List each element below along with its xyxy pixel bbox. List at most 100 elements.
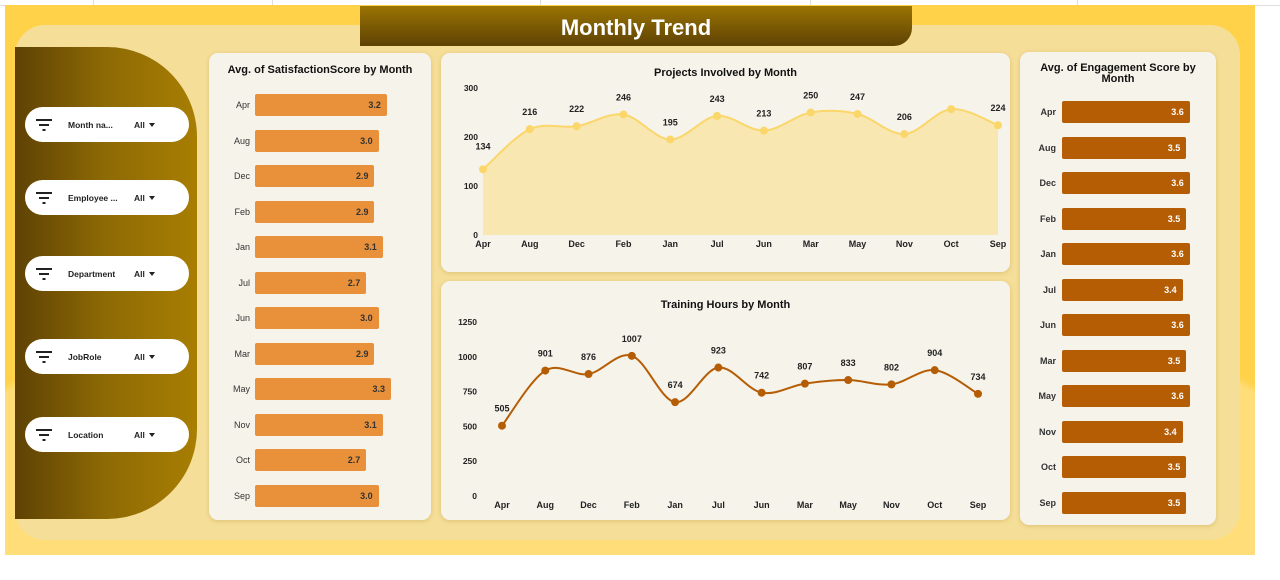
bar[interactable]: 3.2 xyxy=(255,94,387,116)
data-label: 3.5 xyxy=(1167,213,1181,224)
data-point[interactable] xyxy=(800,379,809,388)
data-point[interactable] xyxy=(498,421,506,430)
bar-row: Oct xyxy=(1020,456,1056,478)
filter-value: All xyxy=(134,268,145,279)
bar-row: Feb xyxy=(1020,208,1056,230)
bar-row: Aug xyxy=(1020,137,1057,159)
bar-row: Jun xyxy=(209,307,250,329)
data-point[interactable] xyxy=(627,351,636,360)
category-label: Feb xyxy=(1039,213,1056,224)
filter-slicer[interactable]: Month na... All xyxy=(25,107,189,142)
filter-label: Month na... xyxy=(68,119,113,130)
data-label: 2.9 xyxy=(355,206,369,217)
bar[interactable]: 3.0 xyxy=(255,484,379,507)
data-point[interactable] xyxy=(844,376,853,385)
filter-dropdown[interactable]: All xyxy=(134,120,155,130)
data-point[interactable] xyxy=(900,130,909,139)
bar[interactable]: 3.4 xyxy=(1062,278,1183,301)
data-point[interactable] xyxy=(584,370,593,379)
data-label: 2.9 xyxy=(355,348,369,359)
filter-dropdown[interactable]: All xyxy=(134,193,155,203)
x-tick-label: Apr xyxy=(494,500,510,510)
bar[interactable]: 3.4 xyxy=(1062,420,1183,443)
data-point[interactable] xyxy=(541,366,550,375)
bar-row: Aug xyxy=(209,130,250,152)
data-label: 134 xyxy=(475,141,490,151)
bar[interactable]: 2.9 xyxy=(255,165,375,187)
bar-row: Mar xyxy=(1020,350,1056,372)
filter-dropdown[interactable]: All xyxy=(134,352,155,362)
bar[interactable]: 3.0 xyxy=(255,129,379,152)
data-point[interactable] xyxy=(994,121,1002,130)
x-tick-label: Mar xyxy=(797,500,814,510)
bar[interactable]: 3.5 xyxy=(1062,456,1187,478)
data-point[interactable] xyxy=(572,122,581,131)
bar[interactable]: 3.5 xyxy=(1062,491,1187,514)
bar[interactable]: 3.6 xyxy=(1062,172,1190,194)
filter-slicer[interactable]: Employee ... All xyxy=(25,180,189,215)
bar[interactable]: 3.3 xyxy=(255,378,391,400)
x-tick-label: Mar xyxy=(803,239,820,249)
bar[interactable]: 3.6 xyxy=(1062,101,1190,123)
x-tick-label: Sep xyxy=(990,239,1007,249)
data-point[interactable] xyxy=(671,398,680,407)
data-point[interactable] xyxy=(974,389,982,398)
bar[interactable]: 2.7 xyxy=(255,271,367,294)
data-point[interactable] xyxy=(853,109,862,118)
data-label: 3.6 xyxy=(1171,391,1184,401)
y-tick-label: 0 xyxy=(473,230,478,240)
data-point[interactable] xyxy=(479,165,487,174)
bar[interactable]: 2.9 xyxy=(255,342,375,365)
data-label: 2.7 xyxy=(347,277,361,288)
data-point[interactable] xyxy=(759,126,768,135)
data-point[interactable] xyxy=(757,388,766,397)
data-point[interactable] xyxy=(525,125,534,134)
bar-row: Jul xyxy=(1020,279,1056,301)
x-tick-label: Jan xyxy=(663,239,679,249)
bar[interactable]: 2.9 xyxy=(255,200,375,223)
bar[interactable]: 3.0 xyxy=(255,307,379,329)
filter-dropdown[interactable]: All xyxy=(134,430,155,440)
bar[interactable]: 3.5 xyxy=(1062,136,1187,159)
bar[interactable]: 3.5 xyxy=(1062,349,1187,372)
engagement-chart-card: Avg. of Engagement Score by Month Apr 3.6… xyxy=(1020,52,1216,525)
data-point[interactable] xyxy=(666,135,675,144)
bar[interactable]: 3.6 xyxy=(1062,314,1190,336)
category-label: Aug xyxy=(1038,142,1057,153)
y-tick-label: 1250 xyxy=(458,317,477,327)
filter-slicer[interactable]: Location All xyxy=(25,417,189,452)
filter-icon xyxy=(36,267,52,280)
x-tick-label: Jun xyxy=(754,500,770,510)
filter-dropdown[interactable]: All xyxy=(134,269,155,279)
data-label: 3.5 xyxy=(1167,142,1181,153)
data-point[interactable] xyxy=(887,380,896,389)
category-label: Sep xyxy=(233,490,250,501)
chart-title: Projects Involved by Month xyxy=(653,67,798,79)
data-point[interactable] xyxy=(806,108,815,117)
bar[interactable]: 3.1 xyxy=(255,236,383,258)
bar[interactable]: 2.7 xyxy=(255,449,367,471)
data-label: 1007 xyxy=(622,334,642,344)
y-tick-label: 500 xyxy=(463,421,477,431)
data-label: 3.6 xyxy=(1171,107,1184,117)
bar[interactable]: 3.5 xyxy=(1062,207,1187,230)
bar[interactable]: 3.1 xyxy=(255,413,383,436)
projects-line-chart: 0 100 200 300 134 Apr 216 Aug 222 Dec 246 Feb 195 Jan… xyxy=(464,83,1007,249)
data-point[interactable] xyxy=(619,110,628,119)
bar[interactable]: 3.6 xyxy=(1062,243,1190,265)
data-label: 3.6 xyxy=(1171,178,1184,188)
data-point[interactable] xyxy=(930,366,939,375)
category-label: Apr xyxy=(1040,107,1057,117)
filter-label: Location xyxy=(68,429,104,440)
filter-slicer[interactable]: JobRole All xyxy=(25,339,189,374)
data-point[interactable] xyxy=(714,363,723,372)
filter-slicer[interactable]: Department All xyxy=(25,256,189,291)
category-label: Nov xyxy=(233,419,250,430)
category-label: Oct xyxy=(1040,462,1056,472)
chevron-down-icon xyxy=(148,195,155,200)
data-point[interactable] xyxy=(947,105,956,114)
data-point[interactable] xyxy=(713,111,722,120)
y-tick-label: 1000 xyxy=(458,352,477,362)
bar[interactable]: 3.6 xyxy=(1062,385,1190,407)
